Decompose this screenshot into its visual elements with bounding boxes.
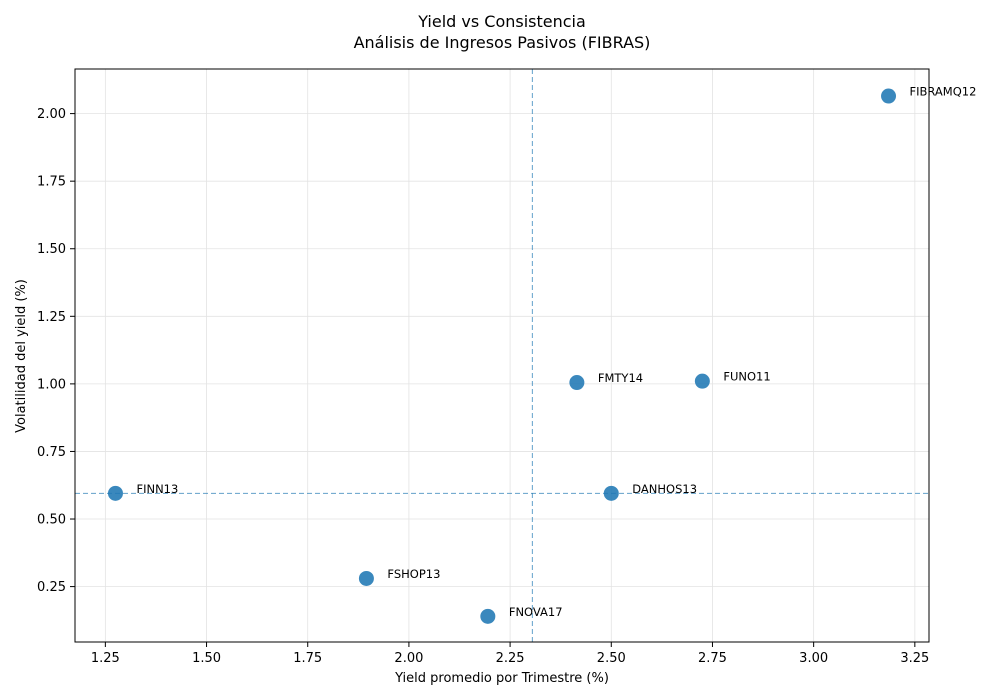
y-tick-label: 1.00 (37, 377, 66, 392)
point-label: FNOVA17 (509, 605, 563, 619)
x-tick-label: 3.25 (900, 651, 929, 666)
x-tick-label: 2.25 (496, 651, 525, 666)
data-point (881, 88, 897, 104)
x-tick-label: 2.00 (394, 651, 423, 666)
x-tick-label: 3.00 (799, 651, 828, 666)
x-axis-label: Yield promedio por Trimestre (%) (394, 671, 609, 686)
y-tick-label: 0.25 (37, 580, 66, 595)
plot-frame (74, 68, 930, 643)
reference-lines (75, 69, 929, 642)
data-point (603, 485, 619, 501)
point-label: DANHOS13 (632, 482, 697, 496)
data-point (358, 570, 374, 586)
y-tick-label: 1.25 (37, 310, 66, 325)
y-tick-label: 2.00 (37, 107, 66, 122)
data-point (569, 375, 585, 391)
y-axis-label: Volatilidad del yield (%) (14, 279, 29, 433)
axis-ticks: 1.25 1.50 1.75 2.00 2.25 2.50 2.75 3.00 3.25 0.25… (37, 107, 929, 666)
y-tick-label: 1.50 (37, 242, 66, 257)
data-point (694, 373, 710, 389)
x-tick-label: 2.75 (698, 651, 727, 666)
chart-subtitle: Análisis de Ingresos Pasivos (FIBRAS) (354, 33, 651, 52)
data-point (480, 608, 496, 624)
chart-title: Yield vs Consistencia (417, 12, 586, 31)
x-tick-label: 1.50 (192, 651, 221, 666)
point-label: FIBRAMQ12 (910, 85, 977, 99)
point-label: FMTY14 (598, 371, 643, 385)
point-label: FINN13 (136, 482, 178, 496)
data-point (107, 485, 123, 501)
x-tick-label: 2.50 (597, 651, 626, 666)
y-tick-label: 0.75 (37, 445, 66, 460)
y-tick-label: 1.75 (37, 175, 66, 190)
point-label: FUNO11 (723, 370, 770, 384)
x-tick-label: 1.25 (91, 651, 120, 666)
y-tick-label: 0.50 (37, 513, 66, 528)
point-label: FSHOP13 (387, 567, 440, 581)
grid (75, 69, 929, 642)
data-points: FIBRAMQ12 FMTY14 FUNO11 FINN13 DANHOS13 FSHOP… (107, 85, 977, 624)
x-tick-label: 1.75 (293, 651, 322, 666)
